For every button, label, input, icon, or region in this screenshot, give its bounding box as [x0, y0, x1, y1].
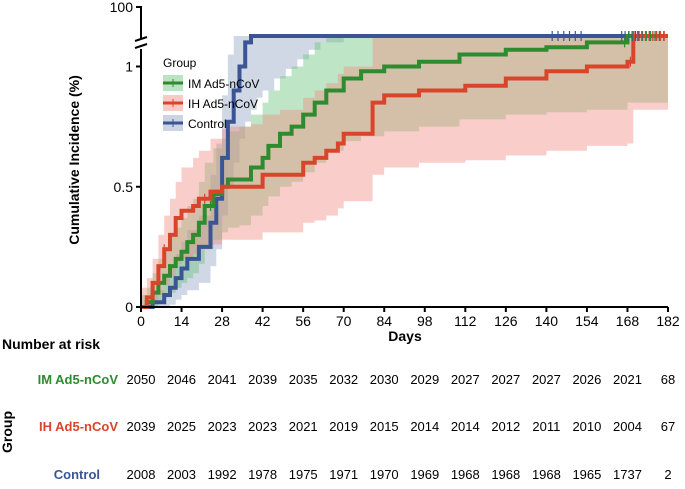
risk-cell-ih: 2011: [532, 419, 560, 434]
risk-cell-control: 1969: [410, 467, 439, 482]
x-tick-label: 140: [535, 313, 559, 329]
risk-cell-im: 2046: [167, 372, 196, 387]
x-tick-label: 98: [417, 313, 433, 329]
risk-cell-im: 2027: [532, 372, 561, 387]
risk-cell-ih: 2039: [127, 419, 156, 434]
x-tick-label: 84: [376, 313, 392, 329]
legend-title: Group: [163, 56, 197, 70]
risk-cells: 2050 2046 2041 2039 2035 2032 2030 2029 2027 2027…: [127, 372, 676, 482]
risk-cell-im: 2035: [289, 372, 318, 387]
y-tick-label-100: 100: [110, 0, 134, 15]
risk-cell-ih: 2004: [613, 419, 642, 434]
series-line-ih: [141, 34, 668, 309]
x-ticks: 0 14 28 42 56 70 84 98 112 126 140 154 168 182: [137, 307, 680, 329]
risk-row-ih: IH Ad5-nCoV: [39, 419, 118, 434]
x-tick-label: 112: [454, 313, 477, 329]
legend: Group IM Ad5-nCoV IH Ad5-nCoV Control: [163, 56, 259, 131]
legend-item-control: Control: [163, 115, 227, 131]
band-control: [141, 36, 668, 307]
risk-row-label-im: IM Ad5-nCoV: [38, 372, 119, 387]
x-tick-label: 42: [255, 313, 271, 329]
risk-cell-ih: 2014: [410, 419, 439, 434]
band-im: [141, 36, 668, 307]
x-tick-label: 70: [336, 313, 352, 329]
x-tick-label: 182: [656, 313, 680, 329]
legend-label-ih: IH Ad5-nCoV: [188, 97, 258, 111]
series-line-im: [141, 34, 668, 309]
axis-break-mark-lower: [134, 43, 148, 49]
risk-row-label-ih: IH Ad5-nCoV: [39, 419, 118, 434]
risk-table-group-label: Group: [0, 411, 15, 453]
risk-cell-ih: 2021: [289, 419, 318, 434]
risk-cell-control: 1965: [572, 467, 601, 482]
risk-row-label-control: Control: [54, 467, 100, 482]
risk-cell-im: 2032: [329, 372, 358, 387]
band-ih: [141, 36, 668, 307]
risk-cell-ih: 2012: [491, 419, 520, 434]
risk-table: Number at risk Group IM Ad5-nCoV IH Ad5-…: [0, 336, 675, 482]
legend-label-control: Control: [188, 117, 227, 131]
risk-cell-control: 1978: [248, 467, 277, 482]
x-tick-label: 0: [137, 313, 145, 329]
risk-cell-ih: 2023: [248, 419, 277, 434]
risk-cell-control: 1975: [289, 467, 318, 482]
risk-cell-im: 2026: [572, 372, 601, 387]
risk-cell-im: 2039: [248, 372, 277, 387]
x-tick-label: 154: [575, 313, 599, 329]
risk-cell-im: 68: [661, 372, 675, 387]
risk-table-title: Number at risk: [2, 336, 100, 352]
risk-row-im: IM Ad5-nCoV: [38, 372, 119, 387]
risk-cell-ih: 2010: [572, 419, 601, 434]
confidence-bands: [141, 36, 668, 307]
x-tick-label: 28: [214, 313, 230, 329]
series-lines: [141, 34, 668, 309]
risk-cell-control: 1737: [613, 467, 642, 482]
y-tick-label: 1: [125, 59, 133, 75]
x-tick-label: 56: [295, 313, 311, 329]
risk-cell-ih: 67: [661, 419, 675, 434]
risk-cell-ih: 2015: [370, 419, 399, 434]
axes: 100 00.511.52 01428425670849811212614015…: [66, 0, 680, 344]
risk-cell-control: 2008: [127, 467, 156, 482]
risk-cell-control: 2003: [167, 467, 196, 482]
risk-cell-control: 2: [664, 467, 671, 482]
risk-cell-control: 1968: [491, 467, 520, 482]
risk-cell-im: 2027: [491, 372, 520, 387]
risk-cell-ih: 2025: [167, 419, 196, 434]
censor-marks: [163, 31, 665, 255]
series-line-control: [141, 34, 668, 309]
risk-cell-im: 2050: [127, 372, 156, 387]
legend-label-im: IM Ad5-nCoV: [188, 77, 259, 91]
risk-row-control: Control: [54, 467, 100, 482]
risk-cell-ih: 2014: [451, 419, 480, 434]
risk-cell-im: 2021: [613, 372, 642, 387]
risk-cell-im: 2041: [208, 372, 237, 387]
legend-item-im: IM Ad5-nCoV: [163, 75, 259, 91]
y-ticks: 00.511.52: [114, 59, 141, 315]
risk-cell-im: 2029: [410, 372, 439, 387]
risk-cell-control: 1968: [451, 467, 480, 482]
y-tick-label: 0: [125, 299, 133, 315]
risk-cell-im: 2027: [451, 372, 480, 387]
x-axis-label: Days: [388, 328, 422, 344]
x-tick-label: 126: [494, 313, 518, 329]
risk-cell-ih: 2019: [329, 419, 358, 434]
axis-break-mark-upper: [134, 36, 148, 42]
risk-cell-control: 1992: [208, 467, 237, 482]
risk-cell-im: 2030: [370, 372, 399, 387]
x-tick-label: 14: [174, 313, 190, 329]
x-tick-label: 168: [616, 313, 640, 329]
risk-cell-ih: 2023: [208, 419, 237, 434]
risk-cell-control: 1968: [532, 467, 561, 482]
y-tick-label: 0.5: [114, 179, 134, 195]
risk-cell-control: 1971: [329, 467, 358, 482]
risk-cell-control: 1970: [370, 467, 399, 482]
legend-item-ih: IH Ad5-nCoV: [163, 95, 258, 111]
y-axis-label: Cumulative Incidence (%): [66, 75, 82, 245]
